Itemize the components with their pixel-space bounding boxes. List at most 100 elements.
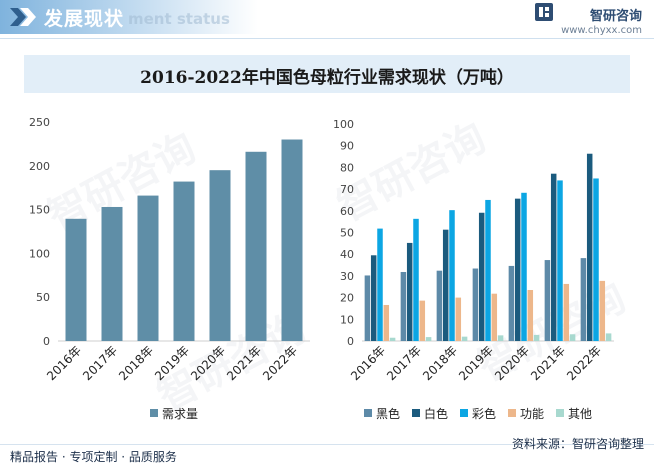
x-tick-label: 2019年 bbox=[152, 343, 192, 383]
legend-label: 需求量 bbox=[162, 407, 198, 421]
legend-swatch bbox=[508, 409, 516, 417]
x-tick-label: 2018年 bbox=[116, 343, 156, 383]
y-tick-label: 10 bbox=[340, 313, 354, 326]
y-tick-label: 80 bbox=[340, 161, 354, 174]
brand-name: 智研咨询 bbox=[589, 9, 642, 24]
legend-swatch bbox=[460, 409, 468, 417]
bar bbox=[281, 139, 303, 341]
bar bbox=[497, 335, 504, 341]
x-tick-label: 2019年 bbox=[456, 343, 496, 383]
page-header: ment status 发展现状 智研咨询 www.chyxx.com bbox=[0, 0, 654, 40]
bar bbox=[442, 229, 449, 341]
bar bbox=[455, 297, 462, 341]
bar bbox=[436, 270, 443, 341]
bar bbox=[563, 283, 570, 341]
y-tick-label: 0 bbox=[43, 335, 50, 348]
bar bbox=[377, 228, 383, 341]
demand-bar-chart: 0 50 100 150 200 250 2016年2017年2018年2019年2020年… bbox=[29, 116, 310, 421]
x-tick-label: 2016年 bbox=[44, 343, 84, 383]
brand-url: www.chyxx.com bbox=[561, 25, 642, 36]
bar bbox=[508, 265, 515, 341]
charts-area: 0 50 100 150 200 250 2016年 2017年 2018年 2019年 2020年… bbox=[0, 100, 654, 430]
bar bbox=[569, 334, 576, 341]
y-tick-label: 90 bbox=[340, 140, 354, 153]
legend-label: 其他 bbox=[568, 407, 592, 421]
brand: 智研咨询 www.chyxx.com bbox=[561, 5, 642, 36]
legend-swatch bbox=[150, 409, 158, 417]
legend-swatch bbox=[364, 409, 372, 417]
y-tick-label: 40 bbox=[340, 248, 354, 261]
x-tick-label: 2022年 bbox=[564, 343, 604, 383]
bar bbox=[370, 255, 377, 341]
bar bbox=[400, 271, 407, 341]
bar bbox=[137, 195, 159, 341]
bar bbox=[533, 334, 540, 341]
y-tick-label: 200 bbox=[29, 160, 50, 173]
y-tick-label: 100 bbox=[333, 118, 354, 131]
legend-swatch bbox=[412, 409, 420, 417]
footer-divider bbox=[0, 444, 654, 445]
x-tick-label: 2022年 bbox=[260, 343, 300, 383]
bar bbox=[599, 280, 606, 341]
bar bbox=[472, 268, 479, 341]
bar bbox=[550, 173, 557, 341]
bar bbox=[478, 212, 485, 341]
x-tick-label: 2017年 bbox=[80, 343, 120, 383]
bar bbox=[65, 218, 87, 341]
chart-title-banner: 2016-2022年中国色母粒行业需求现状（万吨） bbox=[24, 55, 630, 93]
bar bbox=[389, 337, 396, 341]
y-tick-label: 70 bbox=[340, 183, 354, 196]
x-tick-label: 2016年 bbox=[348, 343, 388, 383]
bar bbox=[101, 206, 123, 341]
header-divider bbox=[0, 38, 654, 39]
header-banner bbox=[0, 0, 258, 34]
bar bbox=[173, 181, 195, 341]
bar bbox=[413, 218, 419, 341]
chart-title: 2016-2022年中国色母粒行业需求现状（万吨） bbox=[140, 68, 514, 88]
bar bbox=[449, 210, 455, 341]
y-tick-label: 60 bbox=[340, 205, 354, 218]
y-tick-label: 0 bbox=[347, 335, 354, 348]
legend-label: 白色 bbox=[424, 406, 448, 421]
legend-swatch bbox=[556, 409, 564, 417]
bar bbox=[593, 178, 599, 341]
bar bbox=[580, 258, 587, 341]
y-tick-label: 30 bbox=[340, 270, 354, 283]
color-breakdown-bar-chart: 0 10 20 30 40 50 60 70 80 90 100 2016年2017年2018年201… bbox=[333, 118, 614, 421]
legend-label: 彩色 bbox=[472, 407, 496, 421]
bar bbox=[425, 337, 432, 341]
header-subtitle: ment status bbox=[128, 10, 230, 28]
bar bbox=[544, 260, 551, 341]
bar bbox=[557, 180, 563, 341]
bar bbox=[485, 199, 491, 341]
x-tick-label: 2018年 bbox=[420, 343, 460, 383]
bar bbox=[605, 333, 612, 341]
bar bbox=[527, 290, 534, 341]
bar bbox=[209, 170, 231, 341]
y-tick-label: 250 bbox=[29, 116, 50, 129]
x-tick-label: 2020年 bbox=[492, 343, 532, 383]
bar bbox=[521, 192, 527, 341]
y-tick-label: 50 bbox=[340, 227, 354, 240]
brand-logo-icon bbox=[535, 3, 553, 21]
data-source: 资料来源：智研咨询整理 bbox=[511, 437, 644, 451]
page-title: 发展现状 bbox=[44, 8, 125, 30]
x-tick-label: 2020年 bbox=[188, 343, 228, 383]
bar bbox=[491, 293, 498, 341]
bar bbox=[364, 275, 371, 341]
y-tick-label: 100 bbox=[29, 247, 50, 260]
bar bbox=[461, 336, 468, 341]
y-tick-label: 150 bbox=[29, 204, 50, 217]
x-tick-label: 2017年 bbox=[384, 343, 424, 383]
x-tick-label: 2021年 bbox=[528, 343, 568, 383]
x-tick-label: 2021年 bbox=[224, 343, 264, 383]
double-chevron-icon bbox=[10, 8, 36, 26]
bar bbox=[514, 198, 521, 341]
bar bbox=[245, 151, 267, 341]
bar bbox=[419, 300, 426, 341]
legend-label: 黑色 bbox=[376, 407, 400, 421]
y-tick-label: 20 bbox=[340, 292, 354, 305]
footer-slogan: 精品报告 · 专项定制 · 品质服务 bbox=[10, 450, 177, 464]
bar bbox=[586, 153, 593, 341]
y-tick-label: 50 bbox=[36, 291, 50, 304]
